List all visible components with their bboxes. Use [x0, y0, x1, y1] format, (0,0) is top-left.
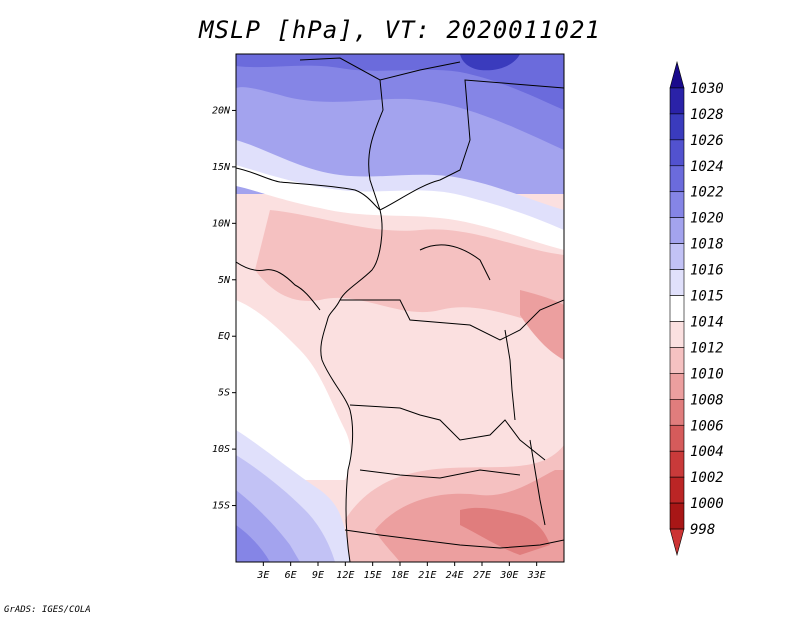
colorbar-swatch — [669, 269, 685, 296]
colorbar-swatch — [669, 243, 685, 270]
lat-label: 5S — [218, 388, 230, 399]
colorbar-swatch — [669, 502, 685, 530]
colorbar-swatch — [669, 295, 685, 322]
lon-label: 12E — [336, 570, 354, 581]
latitude-axis: 20N 15N 10N 5N EQ 5S 10S 15S — [212, 105, 236, 512]
colorbar-label: 1000 — [690, 496, 724, 512]
band-1006-south — [460, 507, 550, 555]
lon-label: 24E — [446, 570, 464, 581]
map-title: MSLP [hPa], VT: 2020011021 — [199, 16, 601, 44]
lat-label: EQ — [218, 331, 230, 342]
lon-label: 3E — [256, 570, 269, 581]
lat-label: 10N — [212, 218, 231, 229]
colorbar-label: 1012 — [690, 340, 724, 356]
colorbar-label: 1020 — [690, 211, 724, 227]
colorbar-label: 1018 — [690, 237, 724, 253]
colorbar-swatch — [669, 165, 685, 193]
colorbar-top-triangle — [669, 60, 685, 89]
band-1010-central — [255, 210, 564, 330]
colorbar-label: 1026 — [690, 133, 724, 149]
lat-label: 5N — [218, 275, 231, 286]
lat-label: 15S — [212, 501, 230, 512]
lon-label: 33E — [527, 570, 546, 581]
colorbar-swatch — [669, 424, 685, 452]
colorbar-swatch — [669, 373, 685, 400]
colorbar-swatch — [669, 321, 685, 348]
colorbar-label: 998 — [690, 522, 715, 538]
coastlines — [236, 57, 564, 562]
lon-label: 15E — [364, 570, 382, 581]
colorbar-swatch — [669, 139, 685, 167]
colorbar-swatch — [669, 450, 685, 478]
colorbar-swatch — [669, 87, 685, 115]
lat-label: 10S — [212, 444, 230, 455]
colorbar-label: 1016 — [690, 263, 724, 279]
colorbar-swatch — [669, 217, 685, 244]
lat-label: 15N — [212, 162, 231, 173]
band-1015-north — [236, 140, 564, 240]
colorbar-label: 1004 — [690, 444, 724, 460]
colorbar-label: 1014 — [690, 314, 724, 330]
lon-label: 6E — [285, 570, 297, 581]
band-1020 — [236, 54, 564, 150]
colorbar-label: 1024 — [690, 159, 724, 175]
colorbar: 1030 1028 1026 1024 1022 1020 1018 1016 1015 1014… — [669, 60, 724, 557]
lon-label: 9E — [312, 570, 324, 581]
band-1020-south — [236, 525, 270, 562]
grads-credit: GrADS: IGES/COLA — [4, 605, 91, 615]
colorbar-label: 1006 — [690, 418, 724, 434]
band-1014-north — [236, 165, 564, 250]
lat-label: 20N — [212, 105, 231, 116]
colorbar-swatch — [669, 399, 685, 426]
colorbar-swatch — [669, 476, 685, 504]
colorbar-label: 1022 — [690, 185, 724, 201]
lon-label: 21E — [418, 570, 436, 581]
lon-label: 18E — [391, 570, 409, 581]
colorbar-swatch — [669, 347, 685, 374]
colorbar-bottom-triangle — [669, 528, 685, 557]
lon-label: 27E — [473, 570, 491, 581]
colorbar-label: 1010 — [690, 366, 724, 382]
colorbar-swatch — [669, 113, 685, 141]
pressure-field — [236, 54, 564, 562]
colorbar-swatch — [669, 191, 685, 218]
colorbar-label: 1030 — [690, 81, 724, 97]
colorbar-label: 1015 — [690, 289, 724, 305]
band-1014-west — [236, 300, 351, 480]
lon-label: 30E — [499, 570, 518, 581]
band-1026 — [460, 54, 520, 71]
colorbar-label: 1008 — [690, 392, 724, 408]
band-1008-east — [520, 290, 564, 360]
colorbar-label: 1028 — [690, 107, 724, 123]
longitude-axis: 3E 6E 9E 12E 15E 18E 21E 24E 27E 30E 33E — [256, 562, 546, 581]
colorbar-label: 1002 — [690, 470, 724, 486]
